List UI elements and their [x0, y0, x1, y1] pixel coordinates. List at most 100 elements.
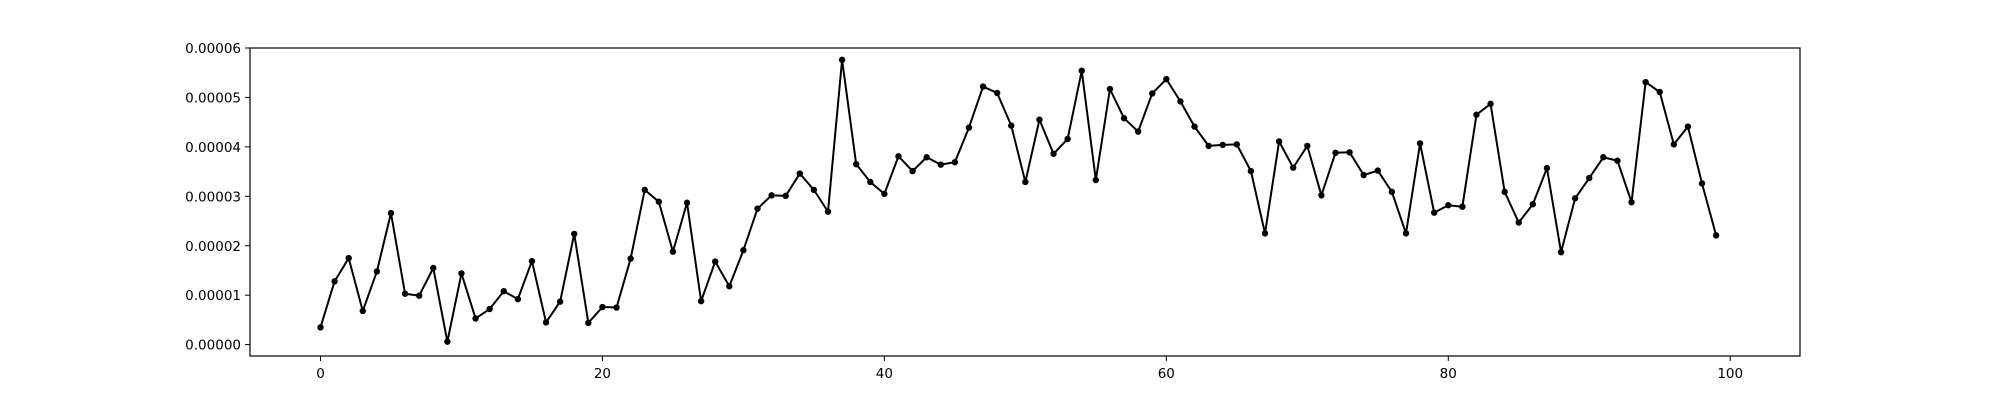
plot-area: [250, 48, 1800, 356]
data-point: [1430, 209, 1438, 216]
data-point: [1600, 154, 1607, 161]
data-point: [1191, 123, 1198, 130]
data-point: [1247, 167, 1255, 175]
data-point: [951, 159, 959, 166]
data-point: [909, 167, 916, 175]
x-axis: 0 20 40 60 80 100: [316, 356, 1743, 382]
data-point: [810, 186, 818, 194]
y-axis: 0.00000 0.00001 0.00002 0.00003 0.00004 0.000…: [185, 41, 250, 354]
data-point: [712, 258, 719, 265]
data-point: [1290, 164, 1297, 171]
data-point: [1304, 142, 1311, 150]
data-point: [1134, 128, 1142, 135]
data-point: [1332, 149, 1339, 157]
data-point: [1106, 85, 1114, 93]
data-point: [387, 209, 395, 217]
data-point: [1346, 149, 1353, 156]
x-tick-label: 60: [1158, 366, 1175, 382]
data-point: [1487, 100, 1494, 108]
data-point: [895, 153, 902, 160]
y-tick-label: 0.00000: [185, 338, 241, 354]
x-tick-label: 80: [1440, 366, 1457, 382]
data-point: [472, 315, 479, 322]
data-point: [528, 257, 536, 265]
data-point: [542, 319, 550, 326]
plot-frame: [249, 47, 1801, 357]
data-point: [627, 255, 634, 262]
data-point: [824, 208, 832, 215]
data-point: [1318, 192, 1325, 199]
data-point: [1416, 140, 1424, 147]
data-point: [1586, 174, 1593, 182]
data-point: [768, 192, 775, 199]
data-point: [317, 324, 324, 331]
data-point: [965, 124, 973, 131]
data-point: [881, 190, 888, 198]
y-tick-label: 0.00005: [185, 90, 241, 106]
data-point: [1120, 115, 1128, 122]
data-point: [1571, 195, 1579, 202]
data-point: [1205, 142, 1212, 150]
x-tick-label: 0: [316, 366, 325, 382]
data-point: [993, 89, 1001, 97]
data-point: [1275, 138, 1283, 145]
data-point: [556, 298, 564, 305]
data-point: [430, 264, 437, 272]
data-point: [1036, 116, 1043, 123]
y-tick-label: 0.00006: [185, 41, 241, 57]
y-tick-label: 0.00002: [185, 239, 241, 255]
data-point: [1543, 164, 1551, 172]
data-point: [444, 338, 451, 345]
data-point: [1712, 232, 1720, 239]
data-point: [1614, 157, 1621, 164]
data-point: [1473, 111, 1480, 118]
data-point: [1684, 123, 1692, 130]
x-tick-label: 100: [1717, 366, 1743, 382]
data-point: [415, 292, 423, 299]
data-point: [1445, 202, 1452, 209]
data-point: [937, 161, 944, 168]
data-point: [1515, 219, 1522, 226]
data-point: [655, 198, 663, 205]
data-point: [1459, 203, 1466, 210]
data-point: [1360, 171, 1367, 179]
data-point: [599, 303, 606, 311]
data-point: [1078, 67, 1085, 74]
data-point: [697, 297, 705, 305]
data-point: [1050, 150, 1057, 157]
data-point: [1628, 199, 1635, 206]
y-tick-label: 0.00001: [185, 288, 241, 304]
data-point: [401, 290, 409, 297]
series-markers: [317, 56, 1720, 345]
data-point: [1557, 248, 1565, 256]
data-point: [1064, 135, 1071, 143]
data-point: [1233, 141, 1241, 148]
data-point: [641, 186, 648, 194]
y-tick-label: 0.00004: [185, 140, 241, 156]
data-point: [1163, 75, 1170, 83]
data-point: [514, 295, 522, 303]
y-tick-label: 0.00003: [185, 189, 241, 205]
data-point: [867, 178, 874, 186]
data-point: [373, 268, 381, 275]
data-point: [359, 307, 366, 315]
data-point: [458, 270, 465, 277]
data-point: [500, 288, 507, 295]
data-point: [1670, 141, 1678, 148]
data-point: [740, 247, 747, 254]
data-point: [1374, 167, 1381, 174]
data-point: [979, 83, 987, 90]
data-point: [1261, 230, 1269, 237]
data-point: [613, 304, 620, 311]
data-point: [726, 283, 733, 290]
x-tick-label: 40: [876, 366, 893, 382]
data-point: [345, 254, 352, 262]
data-point: [1008, 122, 1015, 129]
data-point: [782, 192, 789, 200]
data-point: [1022, 178, 1029, 186]
series-line: [319, 58, 1718, 343]
data-point: [1149, 90, 1156, 97]
data-point: [1529, 201, 1537, 208]
